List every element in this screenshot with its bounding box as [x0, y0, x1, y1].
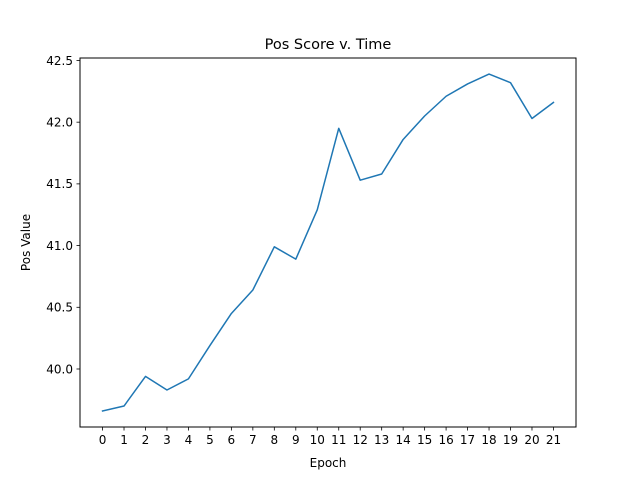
plot-area — [101, 73, 555, 412]
x-tick-label: 0 — [99, 433, 107, 447]
x-tick-label: 10 — [310, 433, 325, 447]
x-tick-label: 3 — [163, 433, 171, 447]
x-tick-label: 4 — [185, 433, 193, 447]
y-tick-label: 41.5 — [46, 177, 73, 191]
x-tick-label: 12 — [353, 433, 368, 447]
y-tick-label: 41.0 — [46, 239, 73, 253]
y-tick-label: 40.5 — [46, 301, 73, 315]
y-tick-label: 42.5 — [46, 54, 73, 68]
x-tick-label: 8 — [271, 433, 279, 447]
x-tick-label: 20 — [524, 433, 539, 447]
series-line — [101, 73, 555, 412]
y-tick-label: 40.0 — [46, 362, 73, 376]
y-axis: 40.0 40.5 41.0 41.5 42.0 42.5 — [46, 54, 80, 376]
x-tick-label: 14 — [396, 433, 411, 447]
x-tick-label: 18 — [481, 433, 496, 447]
x-tick-label: 17 — [460, 433, 475, 447]
y-axis-label: Pos Value — [19, 214, 33, 271]
x-tick-label: 21 — [546, 433, 561, 447]
x-tick-label: 13 — [374, 433, 389, 447]
x-tick-label: 19 — [503, 433, 518, 447]
x-tick-label: 16 — [438, 433, 453, 447]
chart-title: Pos Score v. Time — [265, 37, 392, 53]
x-tick-label: 1 — [120, 433, 128, 447]
x-tick-label: 5 — [206, 433, 214, 447]
x-tick-label: 11 — [331, 433, 346, 447]
x-tick-label: 6 — [228, 433, 236, 447]
x-tick-label: 7 — [249, 433, 257, 447]
y-tick-label: 42.0 — [46, 115, 73, 129]
x-axis: 0 1 2 3 4 5 6 7 8 9 10 11 12 13 14 15 16 17 18 19 20 21 — [99, 427, 561, 447]
x-tick-label: 2 — [142, 433, 150, 447]
x-tick-label: 15 — [417, 433, 432, 447]
x-axis-label: Epoch — [310, 456, 347, 470]
axes-frame — [79, 57, 577, 428]
x-tick-label: 9 — [292, 433, 300, 447]
